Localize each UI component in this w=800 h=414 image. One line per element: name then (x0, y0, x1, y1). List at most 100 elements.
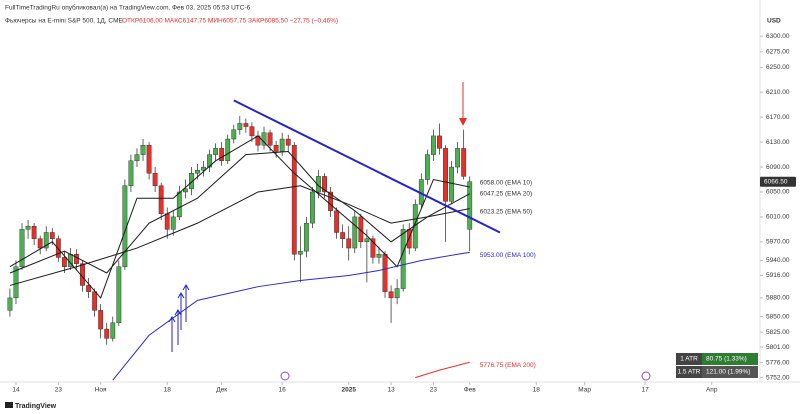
y-tick-label: 5916.00 (766, 272, 790, 279)
y-tick-label: 6090.00 (766, 164, 790, 171)
candle-body (110, 322, 116, 339)
x-tick-label: 14 (12, 387, 20, 394)
candle-body (424, 154, 430, 180)
y-tick-label: 6010.00 (766, 214, 790, 221)
candle-body (37, 238, 43, 249)
candle-body (334, 210, 340, 233)
y-tick-label: 5801.00 (766, 344, 790, 351)
atr-name: 1.5 ATR (677, 369, 700, 376)
ema-line (9, 185, 470, 286)
ema-label: 6047.25 (EMA 20) (480, 190, 532, 197)
candle-body (388, 291, 394, 299)
brand: TradingView (15, 403, 57, 410)
candle-body (55, 238, 61, 258)
candle-body (49, 232, 55, 239)
candle-body (158, 185, 164, 214)
x-tick-label: 18 (164, 387, 172, 394)
x-tick-label: 2025 (341, 387, 356, 394)
candle-body (74, 254, 79, 264)
candle-body (243, 123, 249, 127)
x-tick-label: Апр (706, 387, 718, 394)
candle-body (431, 135, 436, 155)
candle-body (7, 297, 13, 311)
candle-body (146, 145, 152, 174)
candle-body (279, 138, 285, 152)
y-tick-label: 6170.00 (766, 114, 790, 121)
candle-body (19, 229, 25, 267)
header: FullTimeTradingRu опубликовал(а) на Trad… (5, 4, 251, 12)
y-tick-label: 5825.00 (766, 329, 790, 336)
candle-body (13, 266, 19, 299)
candle-body (291, 145, 297, 255)
candle-body (382, 254, 388, 292)
candle-body (267, 132, 273, 146)
candle-body (310, 191, 315, 224)
y-tick-label: 6275.00 (766, 49, 790, 56)
last-price-label: 6066.50 (764, 178, 788, 185)
candle-body (219, 148, 225, 162)
candle-body (449, 166, 454, 202)
atr-value: 80.75 (1.33%) (706, 356, 747, 363)
candle-body (370, 238, 376, 258)
atr-name-box (676, 353, 702, 365)
currency: USD (767, 18, 781, 25)
ema-label: 5953.00 (EMA 100) (480, 252, 536, 259)
candle-body (182, 188, 188, 193)
y-tick-label: 6210.00 (766, 89, 790, 96)
candle-body (92, 291, 98, 311)
x-tick-label: 23 (430, 387, 438, 394)
candle-body (455, 148, 461, 168)
y-tick-label: 5940.00 (766, 257, 790, 264)
y-tick-label: 5880.00 (766, 295, 790, 302)
candle-body (297, 250, 303, 255)
candle-body (61, 257, 67, 267)
candle-body (328, 191, 333, 211)
y-tick-label: 5776.00 (766, 359, 790, 366)
candle-body (249, 126, 255, 137)
x-tick-label: Мар (578, 387, 591, 394)
candle-body (207, 154, 212, 168)
x-tick-label: 16 (279, 387, 287, 394)
candle-body (231, 129, 237, 140)
y-tick-label: 6130.00 (766, 139, 790, 146)
candle-body (225, 138, 231, 162)
candle-body (237, 123, 243, 130)
x-tick-label: 23 (55, 387, 63, 394)
candle-body (25, 226, 31, 230)
candle-body (352, 216, 358, 249)
atr-value-box (702, 366, 758, 378)
x-tick-label: Ноя (95, 387, 107, 394)
candle-body (340, 232, 346, 239)
candle-body (394, 288, 400, 299)
candle-body (31, 226, 37, 239)
y-tick-label: 6300.00 (766, 33, 790, 40)
candle-body (467, 181, 473, 230)
ema-line (415, 361, 470, 379)
candle-body (443, 148, 448, 202)
y-tick-label: 5752.00 (766, 374, 790, 381)
candle-body (273, 145, 279, 152)
atr-name: 1 ATR (680, 356, 698, 363)
candle-body (213, 148, 219, 155)
ema-line (9, 135, 470, 299)
ema-line (112, 251, 470, 381)
candle-body (437, 135, 442, 149)
candle-body (164, 213, 170, 230)
candle-body (134, 154, 140, 162)
candle-body (176, 191, 182, 218)
x-tick-label: Дек (216, 387, 227, 394)
red-arrow (459, 82, 467, 126)
chart-title: Фьючерсы на E-mini S&P 500, 1Д, CME (5, 18, 124, 25)
candle-body (400, 229, 406, 289)
x-tick-label: 13 (387, 387, 395, 394)
trendline (233, 99, 501, 234)
candle-body (285, 138, 291, 146)
candle-body (128, 160, 134, 186)
candle-body (140, 145, 146, 155)
candle-body (358, 216, 364, 243)
candle-body (104, 328, 110, 339)
candle-body (98, 310, 104, 330)
x-tick-label: Фев (464, 387, 477, 394)
